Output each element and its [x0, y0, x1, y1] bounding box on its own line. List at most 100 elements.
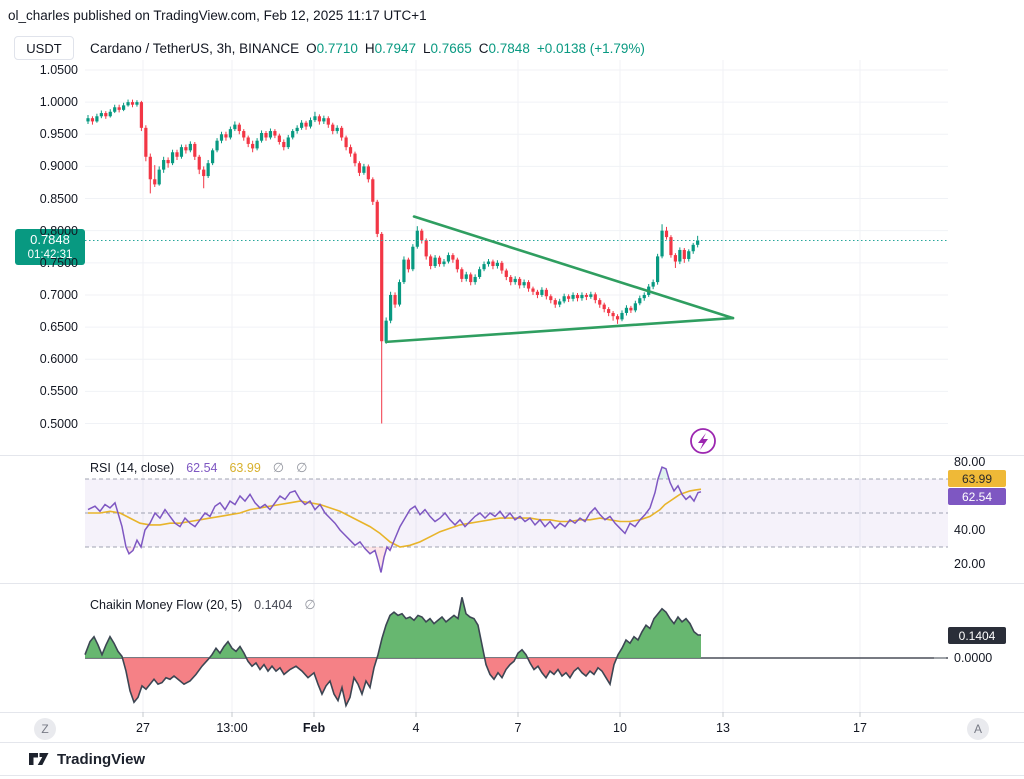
- candle-body: [620, 312, 624, 320]
- candle-body: [242, 131, 246, 138]
- candle-body: [313, 116, 317, 121]
- price-tick-label[interactable]: 0.8000: [39, 224, 78, 238]
- candle-body: [90, 118, 95, 122]
- price-tick-label[interactable]: 0.7500: [39, 256, 78, 270]
- candle-body: [406, 259, 410, 270]
- candle-body: [340, 127, 344, 138]
- triangle-trendline[interactable]: [412, 215, 735, 320]
- candle-body: [344, 137, 348, 148]
- tradingview-logo[interactable]: TradingView: [28, 750, 145, 768]
- candle-body: [291, 131, 295, 138]
- hide-series-icon[interactable]: ∅: [296, 460, 308, 475]
- rsi-tick-label[interactable]: 20.00: [954, 557, 986, 571]
- candle-body: [642, 294, 646, 299]
- candle-body: [469, 274, 473, 283]
- candle-body: [673, 255, 677, 262]
- candle-body: [437, 257, 442, 265]
- cmf-pane[interactable]: [84, 597, 948, 709]
- tradingview-logo-text: TradingView: [57, 750, 146, 768]
- hide-series-icon[interactable]: ∅: [272, 460, 285, 475]
- trendlines[interactable]: [384, 215, 735, 344]
- quote-currency-badge[interactable]: USDT: [14, 36, 74, 60]
- price-tick-label[interactable]: 0.7000: [39, 288, 78, 302]
- chart-marker[interactable]: [690, 428, 716, 454]
- cmf-negative-fill: [85, 658, 701, 706]
- rsi-tick-label[interactable]: 40.00: [954, 523, 986, 537]
- candle-body: [424, 240, 428, 257]
- cmf-zero-tick-label: 0.0000: [954, 651, 993, 665]
- candle-body: [553, 300, 557, 305]
- time-tick-label[interactable]: 10: [613, 721, 627, 735]
- candle-body: [682, 249, 686, 259]
- price-tick-label[interactable]: 0.6500: [39, 320, 78, 334]
- timescale-left-edge-badge[interactable]: Z: [34, 718, 56, 740]
- price-tick-label[interactable]: 0.6000: [39, 352, 78, 366]
- rsi-pane[interactable]: [85, 466, 948, 573]
- candle-body: [317, 116, 321, 122]
- candle-body: [148, 156, 152, 180]
- candle-body: [540, 289, 544, 295]
- candle-body: [162, 159, 166, 170]
- candle-body: [99, 113, 103, 117]
- candle-body: [335, 127, 339, 132]
- candle-body: [589, 294, 593, 297]
- triangle-trendline[interactable]: [384, 316, 735, 344]
- candle-body: [308, 120, 313, 127]
- published-header: ol_charles published on TradingView.com,…: [8, 8, 427, 23]
- candle-body: [602, 304, 606, 310]
- candle-body: [651, 282, 655, 287]
- candle-body: [518, 278, 522, 286]
- price-tick-label[interactable]: 0.5500: [39, 384, 78, 398]
- candle-body: [562, 296, 566, 302]
- candle-body: [157, 169, 161, 185]
- hide-series-icon[interactable]: ∅: [304, 597, 316, 612]
- candle-body: [179, 147, 184, 157]
- candle-body: [531, 288, 535, 292]
- candle-body: [486, 261, 491, 265]
- price-tick-label[interactable]: 0.8500: [39, 192, 78, 206]
- candle-body: [108, 111, 112, 117]
- rsi-tick-label[interactable]: 80.00: [954, 455, 986, 469]
- time-tick-label[interactable]: 17: [853, 721, 867, 735]
- rsi-ma-value: 63.99: [229, 461, 261, 475]
- time-tick-label[interactable]: 13: [716, 721, 730, 735]
- candle-body: [664, 230, 669, 238]
- symbol-title: Cardano / TetherUS, 3h, BINANCE: [90, 40, 300, 56]
- cmf-title: Chaikin Money Flow (20, 5): [90, 598, 243, 612]
- candle-body: [473, 276, 477, 283]
- candle-body: [393, 294, 397, 305]
- candle-body: [464, 274, 468, 279]
- candle-body: [696, 240, 700, 245]
- price-tick-label[interactable]: 1.0000: [39, 95, 78, 109]
- price-tick-label[interactable]: 0.9500: [39, 127, 78, 141]
- candle-body: [322, 118, 326, 122]
- candle-body: [558, 301, 562, 305]
- candle-body: [139, 102, 143, 128]
- candle-body: [215, 140, 219, 151]
- timescale-right-edge-badge[interactable]: A: [967, 718, 989, 740]
- time-tick-label[interactable]: 4: [412, 721, 420, 735]
- high-value: 0.7947: [374, 40, 416, 56]
- time-tick-label[interactable]: 7: [514, 721, 522, 735]
- candle-body: [259, 132, 264, 141]
- candle-body: [460, 269, 464, 279]
- candle-body: [153, 179, 157, 185]
- price-tick-label[interactable]: 1.0500: [39, 63, 78, 77]
- candle-body: [375, 201, 379, 234]
- time-tick-label[interactable]: 13:00: [216, 721, 248, 735]
- symbol-legend: Cardano / TetherUS, 3h, BINANCE O0.7710 …: [90, 37, 645, 59]
- rsi-ma-axis-badge: 63.99: [948, 470, 1006, 487]
- price-tick-label[interactable]: 0.5000: [39, 417, 78, 431]
- candle-body: [264, 132, 268, 138]
- candle-body: [206, 163, 210, 177]
- price-tick-label[interactable]: 0.9000: [39, 159, 78, 173]
- rsi-value: 62.54: [186, 461, 218, 475]
- time-tick-label[interactable]: 27: [136, 721, 150, 735]
- time-tick-label[interactable]: Feb: [302, 721, 326, 735]
- candle-body: [202, 169, 206, 177]
- candle-body: [268, 131, 273, 138]
- candle-body: [380, 233, 384, 342]
- gridlines: [85, 60, 948, 712]
- last-price-badge[interactable]: 0.7848 01:42:31: [15, 229, 85, 265]
